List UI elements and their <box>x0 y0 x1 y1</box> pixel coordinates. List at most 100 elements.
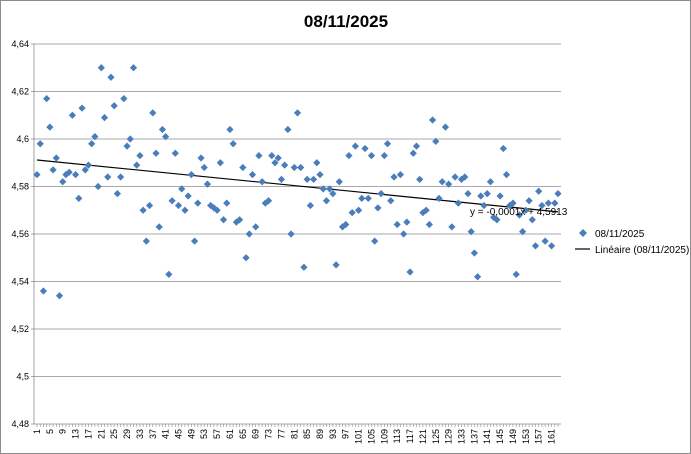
x-tick-label: 61 <box>225 429 235 439</box>
data-point <box>355 206 363 214</box>
data-point <box>528 216 536 224</box>
x-tick-label: 1 <box>32 429 42 434</box>
data-point <box>284 125 292 134</box>
data-point <box>522 206 530 214</box>
data-point <box>515 211 524 219</box>
data-point <box>242 254 250 262</box>
data-point <box>499 144 507 153</box>
data-point <box>345 152 353 160</box>
data-point <box>387 197 395 205</box>
data-point <box>142 237 150 245</box>
data-point <box>46 123 54 131</box>
data-point <box>496 192 504 200</box>
data-point <box>104 173 112 181</box>
data-point <box>335 178 343 186</box>
data-point <box>400 230 408 238</box>
x-tick-label: 33 <box>135 429 145 439</box>
x-tick-label: 49 <box>186 429 196 439</box>
legend-label-series: 08/11/2025 <box>595 229 645 240</box>
data-point <box>531 242 540 250</box>
y-tick-label: 4,5 <box>16 372 29 382</box>
data-point <box>409 149 417 157</box>
data-point <box>457 175 466 183</box>
x-tick-label: 53 <box>199 429 209 439</box>
data-point <box>396 171 405 179</box>
x-tick-label: 85 <box>302 429 312 439</box>
x-tick-label: 145 <box>495 429 505 444</box>
data-point <box>152 149 160 157</box>
data-point <box>155 223 163 231</box>
data-point <box>97 64 105 72</box>
data-points <box>33 64 562 300</box>
data-point <box>39 287 48 295</box>
data-point <box>120 95 128 103</box>
data-point <box>470 249 478 257</box>
data-point <box>306 201 314 210</box>
data-point <box>165 270 173 278</box>
data-point <box>49 166 57 174</box>
data-point <box>383 140 392 148</box>
data-point <box>393 220 401 229</box>
y-tick-label: 4,48 <box>11 419 29 429</box>
x-tick-label: 113 <box>392 429 402 443</box>
legend-marker-icon <box>579 229 587 237</box>
data-point <box>309 175 318 183</box>
data-point <box>181 206 189 214</box>
data-point <box>84 161 93 169</box>
data-point <box>158 125 167 134</box>
y-tick-label: 4,58 <box>11 182 29 192</box>
data-point <box>486 178 495 186</box>
data-point <box>374 204 382 212</box>
data-point <box>107 73 115 81</box>
data-point <box>316 171 324 179</box>
data-point <box>300 263 308 271</box>
data-point <box>332 261 340 269</box>
data-point <box>123 142 131 150</box>
data-point <box>219 216 228 224</box>
data-point <box>493 216 501 224</box>
data-point <box>168 197 176 205</box>
data-point <box>371 237 379 245</box>
data-point <box>277 175 286 183</box>
data-point <box>451 173 459 181</box>
data-point <box>464 190 472 198</box>
data-point <box>258 178 266 186</box>
data-point <box>174 201 183 210</box>
x-tick-label: 141 <box>482 429 492 444</box>
x-tick-label: 153 <box>521 429 531 444</box>
data-point <box>419 209 427 217</box>
data-point <box>110 102 118 110</box>
x-tick-label: 117 <box>405 429 415 443</box>
x-tick-label: 137 <box>469 429 479 444</box>
data-point <box>43 95 51 103</box>
data-point <box>264 197 273 205</box>
data-point <box>364 194 372 202</box>
data-point <box>293 109 302 117</box>
data-point <box>248 171 257 179</box>
data-point <box>239 163 247 172</box>
data-point <box>445 180 453 188</box>
legend-label-trendline: Linéaire (08/11/2025) <box>595 245 689 256</box>
data-point <box>226 125 234 134</box>
data-point <box>75 194 83 202</box>
x-tick-label: 97 <box>341 429 351 439</box>
data-point <box>287 230 295 238</box>
data-point <box>448 223 456 231</box>
data-point <box>200 163 208 172</box>
data-point <box>473 273 482 281</box>
y-tick-label: 4,56 <box>11 229 29 239</box>
data-point <box>535 187 543 195</box>
data-point <box>297 163 305 172</box>
x-tick-label: 161 <box>547 429 557 444</box>
x-tick-label: 157 <box>534 429 544 444</box>
data-point <box>428 116 437 124</box>
trendline <box>36 159 559 213</box>
data-point <box>348 209 356 217</box>
x-tick-label: 21 <box>96 429 106 439</box>
x-tick-label: 29 <box>122 429 132 439</box>
data-point <box>512 270 520 278</box>
data-point <box>91 133 99 141</box>
data-point <box>245 230 253 238</box>
chart-title: 08/11/2025 <box>304 12 388 31</box>
